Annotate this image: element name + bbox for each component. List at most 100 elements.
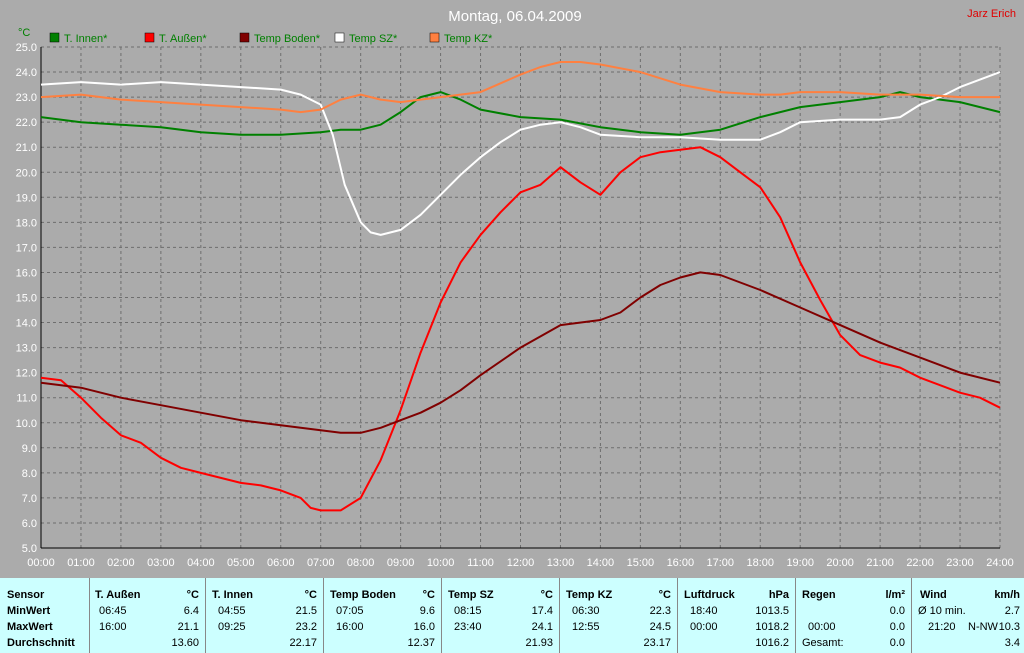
- x-tick-label: 07:00: [307, 557, 335, 569]
- stats-max-value: 16.0: [413, 621, 435, 633]
- stats-header: Luftdruck: [684, 589, 735, 601]
- stats-header: T. Außen: [95, 589, 141, 601]
- stats-regen-total-value: 0.0: [889, 637, 905, 649]
- stats-max-time: 00:00: [690, 621, 718, 633]
- stats-min-value: 6.4: [183, 605, 199, 617]
- y-tick-label: 18.0: [16, 217, 37, 229]
- stats-max-value: 1018.2: [755, 621, 789, 633]
- stats-header: Wind: [920, 589, 947, 601]
- legend-item-3: Temp SZ*: [334, 32, 398, 45]
- y-tick-label: 8.0: [22, 468, 37, 480]
- stats-col-t-aussen: T. Außen °C 06:45 6.4 16:00 21.1 13.60: [90, 578, 206, 653]
- stats-header-sensor: Sensor: [7, 589, 45, 601]
- stats-unit: km/h: [994, 589, 1020, 601]
- stats-col-temp-boden: Temp Boden °C 07:05 9.6 16:00 16.0 12.37: [324, 578, 442, 653]
- legend-swatch: [334, 32, 345, 43]
- y-tick-label: 6.0: [22, 518, 37, 530]
- x-tick-label: 18:00: [746, 557, 774, 569]
- y-tick-label: 5.0: [22, 543, 37, 555]
- x-tick-label: 05:00: [227, 557, 255, 569]
- legend-label: Temp KZ*: [444, 33, 493, 45]
- stats-unit: °C: [422, 589, 435, 601]
- author-label: Jarz Erich: [967, 8, 1016, 20]
- x-tick-label: 14:00: [587, 557, 615, 569]
- stats-avg-value: 22.17: [289, 637, 317, 649]
- stats-header: Temp SZ: [448, 589, 494, 601]
- stats-unit: °C: [658, 589, 671, 601]
- chart-grid: [40, 46, 1001, 549]
- y-tick-label: 11.0: [16, 393, 37, 405]
- legend-swatch: [239, 32, 250, 43]
- x-tick-label: 06:00: [267, 557, 295, 569]
- stats-col-temp-kz: Temp KZ °C 06:30 22.3 12:55 24.5 23.17: [560, 578, 678, 653]
- legend-label: Temp SZ*: [349, 33, 398, 45]
- stats-min-value: 21.5: [295, 605, 317, 617]
- stats-avg-value: 12.37: [407, 637, 435, 649]
- stats-wind-max-value: 10.3: [998, 621, 1020, 633]
- x-tick-label: 24:00: [986, 557, 1014, 569]
- stats-unit: l/m²: [885, 589, 905, 601]
- stats-wind-direction: N-NW: [968, 621, 998, 633]
- series-line-2: [40, 271, 1001, 434]
- stats-wind-avg-value: 2.7: [1004, 605, 1020, 617]
- x-tick-label: 13:00: [547, 557, 575, 569]
- x-tick-label: 01:00: [67, 557, 95, 569]
- stats-col-regen: Regen l/m² 0.0 00:00 0.0 Gesamt: 0.0: [796, 578, 912, 653]
- y-tick-label: 12.0: [16, 368, 37, 380]
- legend-item-1: T. Außen*: [144, 32, 207, 45]
- x-tick-label: 02:00: [107, 557, 135, 569]
- x-tick-label: 17:00: [707, 557, 735, 569]
- y-tick-label: 16.0: [16, 267, 37, 279]
- y-tick-label: 19.0: [16, 192, 37, 204]
- statistics-table: Sensor MinWert MaxWert Durchschnitt T. A…: [0, 578, 1024, 653]
- series-line-3: [40, 71, 1001, 236]
- stats-row-avg-label: Durchschnitt: [7, 637, 75, 649]
- stats-min-time: 04:55: [218, 605, 246, 617]
- stats-max-value: 24.5: [649, 621, 671, 633]
- x-tick-label: 19:00: [786, 557, 814, 569]
- y-tick-label: 9.0: [22, 443, 37, 455]
- stats-regen-value-1: 0.0: [889, 605, 905, 617]
- x-tick-label: 15:00: [627, 557, 655, 569]
- series-line-1: [40, 146, 1001, 512]
- x-tick-label: 23:00: [946, 557, 974, 569]
- stats-avg-value: 13.60: [171, 637, 199, 649]
- legend-label: T. Außen*: [159, 33, 207, 45]
- y-tick-label: 20.0: [16, 167, 37, 179]
- stats-unit: hPa: [768, 589, 789, 601]
- x-tick-label: 11:00: [467, 557, 494, 569]
- x-tick-label: 00:00: [27, 557, 55, 569]
- stats-col-wind: Wind km/h Ø 10 min. 2.7 21:20 N-NW 10.3 …: [912, 578, 1024, 653]
- legend-item-2: Temp Boden*: [239, 32, 321, 45]
- stats-col-luftdruck: Luftdruck hPa 18:40 1013.5 00:00 1018.2 …: [678, 578, 796, 653]
- stats-header: T. Innen: [212, 589, 253, 601]
- x-tick-label: 08:00: [347, 557, 375, 569]
- stats-wind-max-time: 21:20: [928, 621, 956, 633]
- x-axis-ticks: 00:00 01:00 02:00 03:00 04:00 05:00 06:00 07:00…: [27, 557, 1014, 569]
- stats-avg-value: 23.17: [643, 637, 671, 649]
- stats-min-time: 07:05: [336, 605, 364, 617]
- y-axis-ticks: 5.0 6.0 7.0 8.0 9.0 10.0 11.0 12.0 13.0 14.0 15.0 1…: [16, 42, 37, 555]
- x-tick-label: 22:00: [906, 557, 934, 569]
- stats-header: Temp Boden: [330, 589, 396, 601]
- stats-min-value: 9.6: [419, 605, 435, 617]
- stats-header: Regen: [802, 589, 836, 601]
- stats-min-value: 1013.5: [755, 605, 789, 617]
- series-line-0: [40, 91, 1001, 136]
- stats-unit: °C: [540, 589, 553, 601]
- legend-item-4: Temp KZ*: [429, 32, 493, 45]
- y-tick-label: 21.0: [16, 142, 37, 154]
- stats-wind-avg-label: Ø 10 min.: [918, 605, 966, 617]
- stats-regen-total-label: Gesamt:: [802, 637, 844, 649]
- x-tick-label: 12:00: [507, 557, 535, 569]
- stats-max-value: 24.1: [531, 621, 553, 633]
- stats-max-value: 23.2: [295, 621, 317, 633]
- y-tick-label: 25.0: [16, 42, 37, 54]
- stats-col-t-innen: T. Innen °C 04:55 21.5 09:25 23.2 22.17: [206, 578, 324, 653]
- stats-wind-value-3: 3.4: [1004, 637, 1020, 649]
- stats-max-time: 09:25: [218, 621, 246, 633]
- x-tick-label: 16:00: [667, 557, 695, 569]
- legend-swatch: [49, 32, 60, 43]
- stats-min-time: 18:40: [690, 605, 718, 617]
- y-tick-label: 23.0: [16, 92, 37, 104]
